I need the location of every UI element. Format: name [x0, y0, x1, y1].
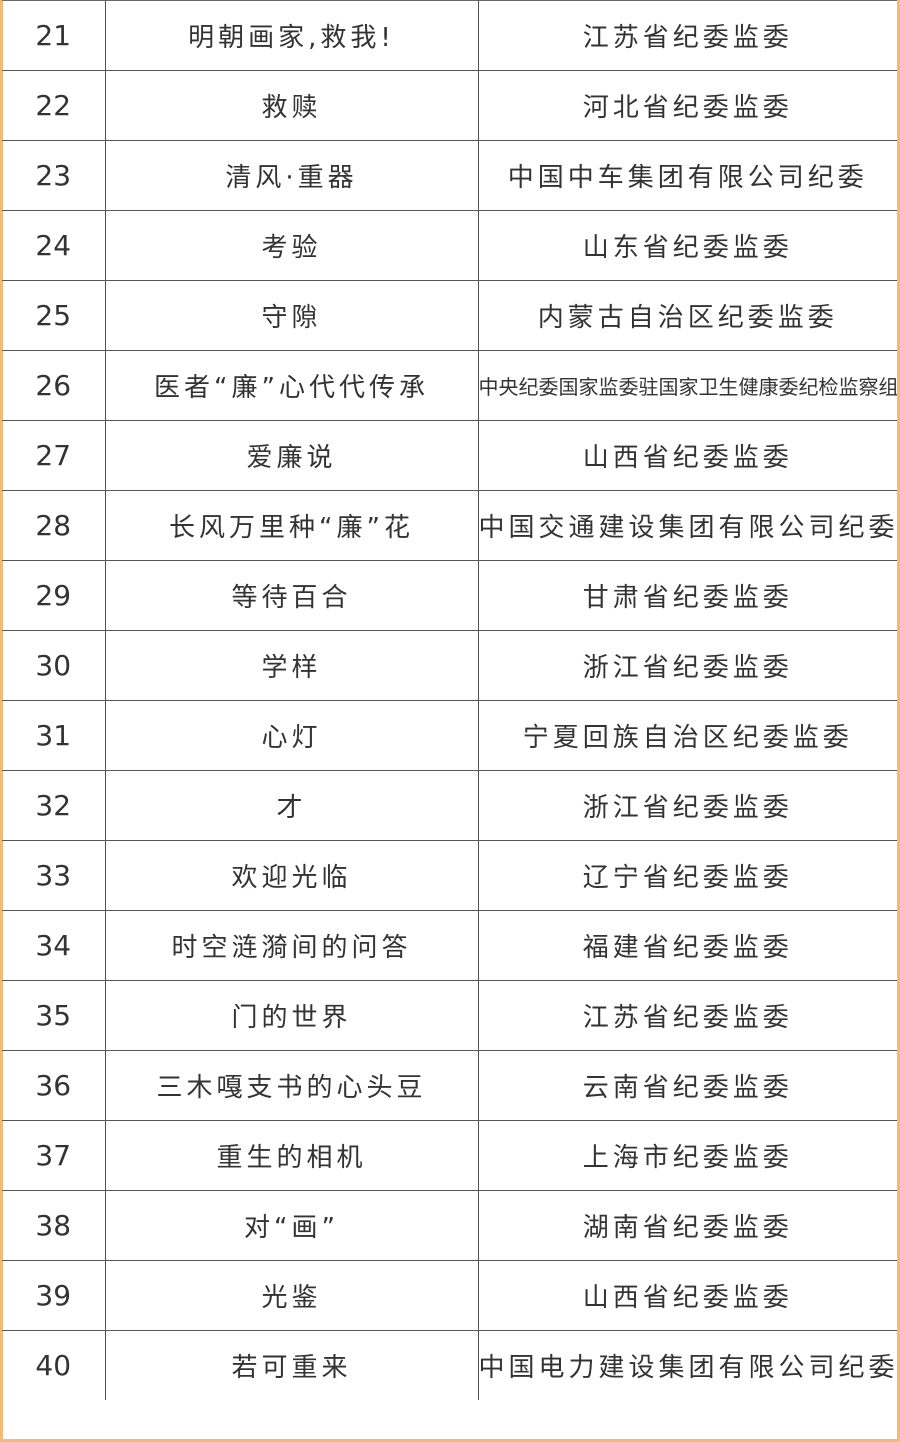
row-number: 27: [2, 420, 106, 491]
row-number: 34: [2, 910, 106, 981]
submitting-organization: 云南省纪委监委: [477, 1050, 897, 1121]
submitting-organization: 福建省纪委监委: [477, 910, 897, 981]
submitting-organization: 江苏省纪委监委: [477, 980, 897, 1051]
table-row: 23 清风·重器 中国中车集团有限公司纪委: [2, 140, 897, 211]
submitting-organization: 中央纪委国家监委驻国家卫生健康委纪检监察组: [477, 350, 897, 421]
row-number: 23: [2, 140, 106, 211]
table-row: 39 光鉴 山西省纪委监委: [2, 1260, 897, 1331]
work-title: 明朝画家,救我!: [104, 0, 479, 71]
work-title: 欢迎光临: [104, 840, 479, 911]
row-number: 37: [2, 1120, 106, 1191]
row-number: 21: [2, 0, 106, 71]
work-title: 等待百合: [104, 560, 479, 631]
row-number: 33: [2, 840, 106, 911]
work-title: 守隙: [104, 280, 479, 351]
work-title: 时空涟漪间的问答: [104, 910, 479, 981]
table-row: 28 长风万里种“廉”花 中国交通建设集团有限公司纪委: [2, 490, 897, 561]
table-row: 32 才浙江省纪委监委: [2, 770, 897, 841]
submitting-organization: 山西省纪委监委: [477, 1260, 897, 1331]
table-row: 40 若可重来 中国电力建设集团有限公司纪委: [2, 1330, 897, 1400]
row-number: 36: [2, 1050, 106, 1121]
row-number: 39: [2, 1260, 106, 1331]
submitting-organization: 江苏省纪委监委: [477, 0, 897, 71]
row-number: 29: [2, 560, 106, 631]
table-row: 37 重生的相机 上海市纪委监委: [2, 1120, 897, 1191]
work-title: 重生的相机: [104, 1120, 479, 1191]
table-row: 31 心灯 宁夏回族自治区纪委监委: [2, 700, 897, 771]
row-number: 28: [2, 490, 106, 561]
row-number: 25: [2, 280, 106, 351]
row-number: 32: [2, 770, 106, 841]
work-title: 救赎: [104, 70, 479, 141]
work-title: 若可重来: [104, 1330, 479, 1400]
work-title: 医者“廉”心代代传承: [104, 350, 479, 421]
submitting-organization: 湖南省纪委监委: [477, 1190, 897, 1261]
table-row: 38 对“画” 湖南省纪委监委: [2, 1190, 897, 1261]
table-row: 33 欢迎光临 辽宁省纪委监委: [2, 840, 897, 911]
work-title: 爱廉说: [104, 420, 479, 491]
table-row: 24 考验 山东省纪委监委: [2, 210, 897, 281]
table-row: 36 三木嘎支书的心头豆 云南省纪委监委: [2, 1050, 897, 1121]
table-row: 30 学样 浙江省纪委监委: [2, 630, 897, 701]
work-title: 三木嘎支书的心头豆: [104, 1050, 479, 1121]
row-number: 38: [2, 1190, 106, 1261]
row-number: 30: [2, 630, 106, 701]
submitting-organization: 内蒙古自治区纪委监委: [477, 280, 897, 351]
submitting-organization: 辽宁省纪委监委: [477, 840, 897, 911]
submitting-organization: 上海市纪委监委: [477, 1120, 897, 1191]
work-title: 考验: [104, 210, 479, 281]
submitting-organization: 山东省纪委监委: [477, 210, 897, 281]
work-title: 长风万里种“廉”花: [104, 490, 479, 561]
submitting-organization: 中国电力建设集团有限公司纪委: [477, 1330, 897, 1400]
table-row: 29 等待百合 甘肃省纪委监委: [2, 560, 897, 631]
row-number: 26: [2, 350, 106, 421]
submitting-organization: 山西省纪委监委: [477, 420, 897, 491]
row-number: 24: [2, 210, 106, 281]
work-title: 学样: [104, 630, 479, 701]
work-title: 对“画”: [104, 1190, 479, 1261]
row-number: 40: [2, 1330, 106, 1400]
work-title: 心灯: [104, 700, 479, 771]
works-table: 21 明朝画家,救我! 江苏省纪委监委 22 救赎 河北省纪委监委 23 清风·重器 中国中车集…: [2, 0, 897, 1400]
table-row: 27 爱廉说 山西省纪委监委: [2, 420, 897, 491]
submitting-organization: 中国中车集团有限公司纪委: [477, 140, 897, 211]
table-row: 35 门的世界 江苏省纪委监委: [2, 980, 897, 1051]
row-number: 35: [2, 980, 106, 1051]
row-number: 31: [2, 700, 106, 771]
submitting-organization: 宁夏回族自治区纪委监委: [477, 700, 897, 771]
submitting-organization: 浙江省纪委监委: [477, 630, 897, 701]
table-row: 26 医者“廉”心代代传承 中央纪委国家监委驻国家卫生健康委纪检监察组: [2, 350, 897, 421]
work-title: 门的世界: [104, 980, 479, 1051]
submitting-organization: 浙江省纪委监委: [477, 770, 897, 841]
work-title: 才: [104, 770, 479, 841]
submitting-organization: 河北省纪委监委: [477, 70, 897, 141]
row-number: 22: [2, 70, 106, 141]
submitting-organization: 中国交通建设集团有限公司纪委: [477, 490, 897, 561]
table-row: 25 守隙 内蒙古自治区纪委监委: [2, 280, 897, 351]
work-title: 清风·重器: [104, 140, 479, 211]
table-row: 22 救赎 河北省纪委监委: [2, 70, 897, 141]
submitting-organization: 甘肃省纪委监委: [477, 560, 897, 631]
table-row: 21 明朝画家,救我! 江苏省纪委监委: [2, 0, 897, 71]
table-row: 34 时空涟漪间的问答 福建省纪委监委: [2, 910, 897, 981]
work-title: 光鉴: [104, 1260, 479, 1331]
